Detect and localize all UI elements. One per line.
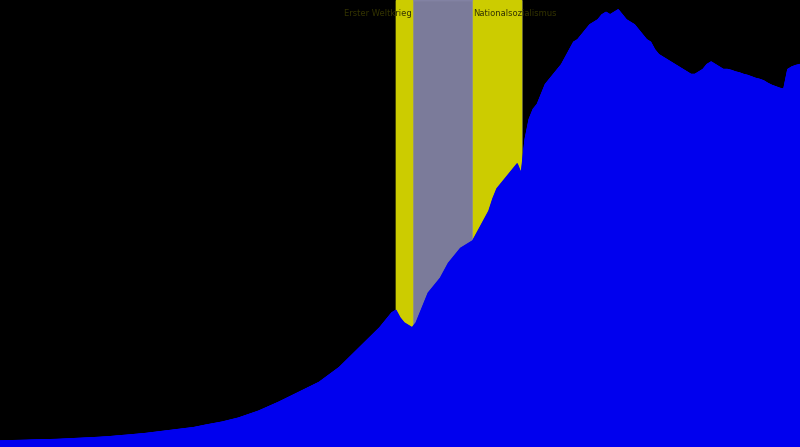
Text: Nationalsozialismus: Nationalsozialismus [473, 9, 556, 18]
Bar [473, 0, 522, 447]
Bar [396, 0, 412, 447]
Bar [396, 0, 412, 447]
Bar [473, 0, 522, 447]
Text: Erster Weltkrieg: Erster Weltkrieg [344, 9, 412, 18]
Bar [412, 0, 522, 447]
